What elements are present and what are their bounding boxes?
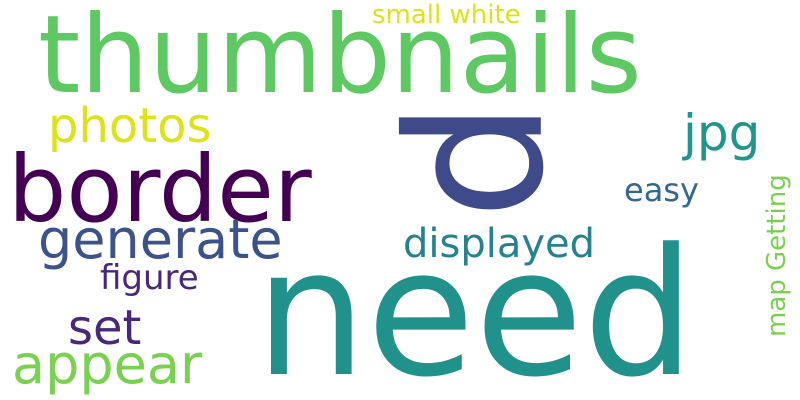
word-displayed: displayed (403, 221, 596, 267)
word-photos: photos (48, 98, 212, 154)
word-map-getting: map Getting (762, 174, 792, 337)
word-set: set (68, 300, 142, 356)
word-generate: generate (38, 208, 283, 271)
word-border: border (8, 136, 312, 243)
word-easy: easy (624, 171, 699, 209)
word-small-white: small white (372, 0, 521, 30)
word-figure: figure (100, 258, 199, 298)
word-appear: appear (12, 333, 203, 396)
word-need: need (255, 211, 695, 400)
word-jpg: jpg (683, 104, 761, 162)
word-thumbnails: thumbnails (38, 0, 642, 118)
